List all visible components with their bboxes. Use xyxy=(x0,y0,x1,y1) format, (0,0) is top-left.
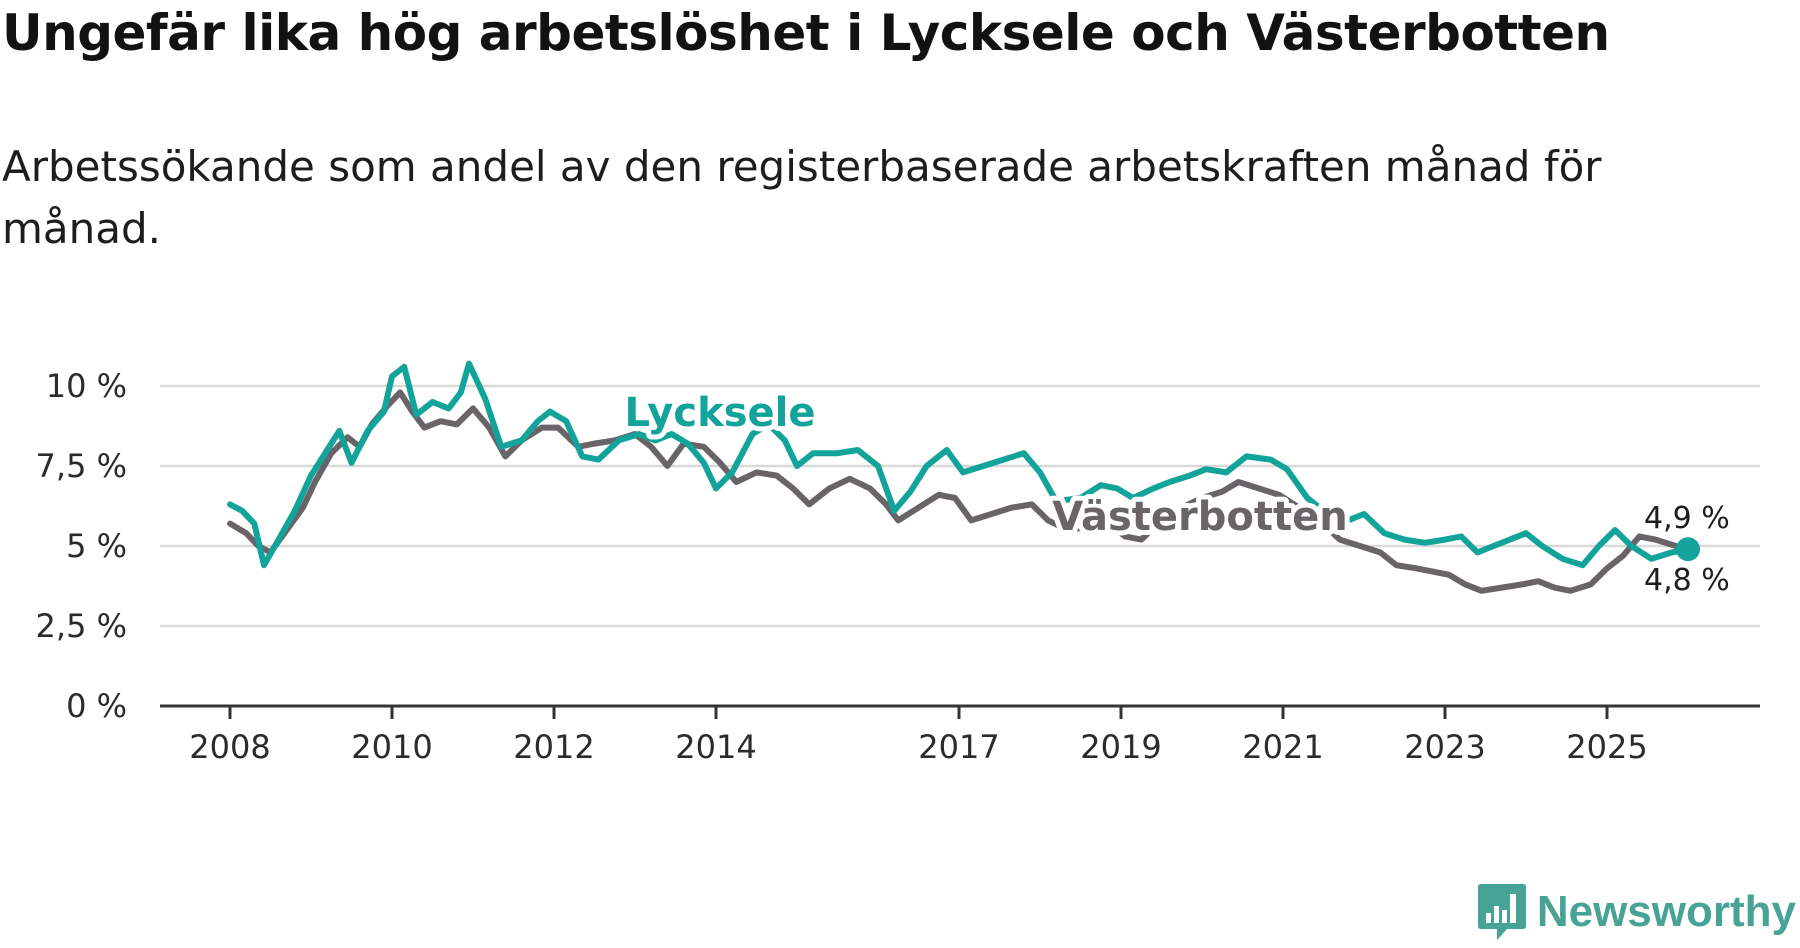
chart-subtitle: Arbetssökande som andel av den registerb… xyxy=(2,142,1602,253)
x-tick-label: 2021 xyxy=(1242,728,1323,766)
x-tick-label: 2014 xyxy=(675,728,756,766)
y-axis-ticks: 0 % 2,5 % 5 % 7,5 % 10 % xyxy=(36,367,127,725)
y-tick-label: 0 % xyxy=(66,687,127,725)
brand-name: Newsworthy xyxy=(1536,887,1796,936)
y-tick-label: 5 % xyxy=(66,527,127,565)
series-labels: Lycksele Västerbotten 4,9 % 4,8 % xyxy=(620,385,1730,598)
x-tick-label: 2012 xyxy=(513,728,594,766)
series-line-lycksele xyxy=(227,360,1691,569)
series-label-vasterbotten: Västerbotten xyxy=(1052,494,1348,540)
series-line-v-sterbotten xyxy=(227,389,1691,594)
x-axis-ticks: 2008 2010 2012 2014 2017 2019 2021 2023 2025 xyxy=(189,706,1648,766)
series-lines xyxy=(227,360,1700,594)
y-tick-label: 10 % xyxy=(46,367,127,405)
y-tick-label: 2,5 % xyxy=(36,607,127,645)
x-tick-label: 2025 xyxy=(1566,728,1647,766)
end-value-vasterbotten: 4,8 % xyxy=(1644,563,1730,598)
x-tick-label: 2017 xyxy=(918,728,999,766)
newsworthy-logo-icon xyxy=(1477,884,1526,940)
end-point-lycksele xyxy=(1676,537,1700,562)
x-tick-label: 2023 xyxy=(1404,728,1485,766)
x-tick-label: 2019 xyxy=(1080,728,1161,766)
series-label-lycksele: Lycksele xyxy=(625,390,816,436)
x-tick-label: 2008 xyxy=(189,728,270,766)
newsworthy-logo[interactable]: Newsworthy xyxy=(1477,880,1796,944)
chart-title: Ungefär lika hög arbetslöshet i Lycksele… xyxy=(2,4,1610,62)
x-tick-label: 2010 xyxy=(351,728,432,766)
y-tick-label: 7,5 % xyxy=(36,447,127,485)
end-value-lycksele: 4,9 % xyxy=(1644,501,1730,536)
